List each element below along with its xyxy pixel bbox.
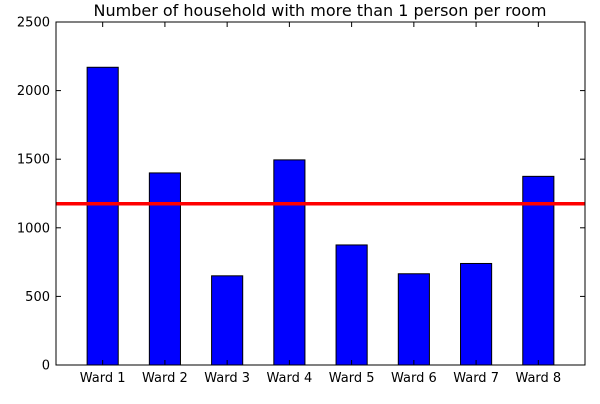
bar-ward-6 (397, 273, 430, 366)
plot-area: 0 500 1000 1500 2000 2500 Ward 1 Ward 2 Ward 3 Wa… (17, 16, 586, 386)
y-tick-label: 2000 (17, 84, 50, 99)
bar-ward-3 (211, 275, 244, 366)
y-tick-label: 2500 (17, 16, 50, 31)
y-tick-label: 1000 (17, 221, 50, 236)
chart-title: Number of household with more than 1 per… (94, 1, 547, 20)
bar-ward-4 (273, 159, 306, 366)
x-tick-label: Ward 3 (204, 371, 250, 386)
x-tick-label: Ward 6 (391, 371, 437, 386)
x-tick-label: Ward 1 (80, 371, 126, 386)
x-tick-label: Ward 8 (515, 371, 561, 386)
y-tick-label: 500 (25, 290, 50, 305)
bar-ward-5 (335, 244, 368, 366)
bar-ward-8 (522, 175, 555, 366)
x-tick-label: Ward 5 (329, 371, 375, 386)
x-tick-label: Ward 4 (266, 371, 312, 386)
x-tick-label: Ward 7 (453, 371, 499, 386)
bar-ward-7 (460, 262, 493, 366)
y-tick-label: 1500 (17, 153, 50, 168)
y-tick-label: 0 (42, 359, 50, 374)
bar-ward-1 (86, 66, 119, 366)
axes-frame (55, 21, 586, 366)
x-tick-label: Ward 2 (142, 371, 188, 386)
bar-ward-2 (148, 172, 181, 366)
